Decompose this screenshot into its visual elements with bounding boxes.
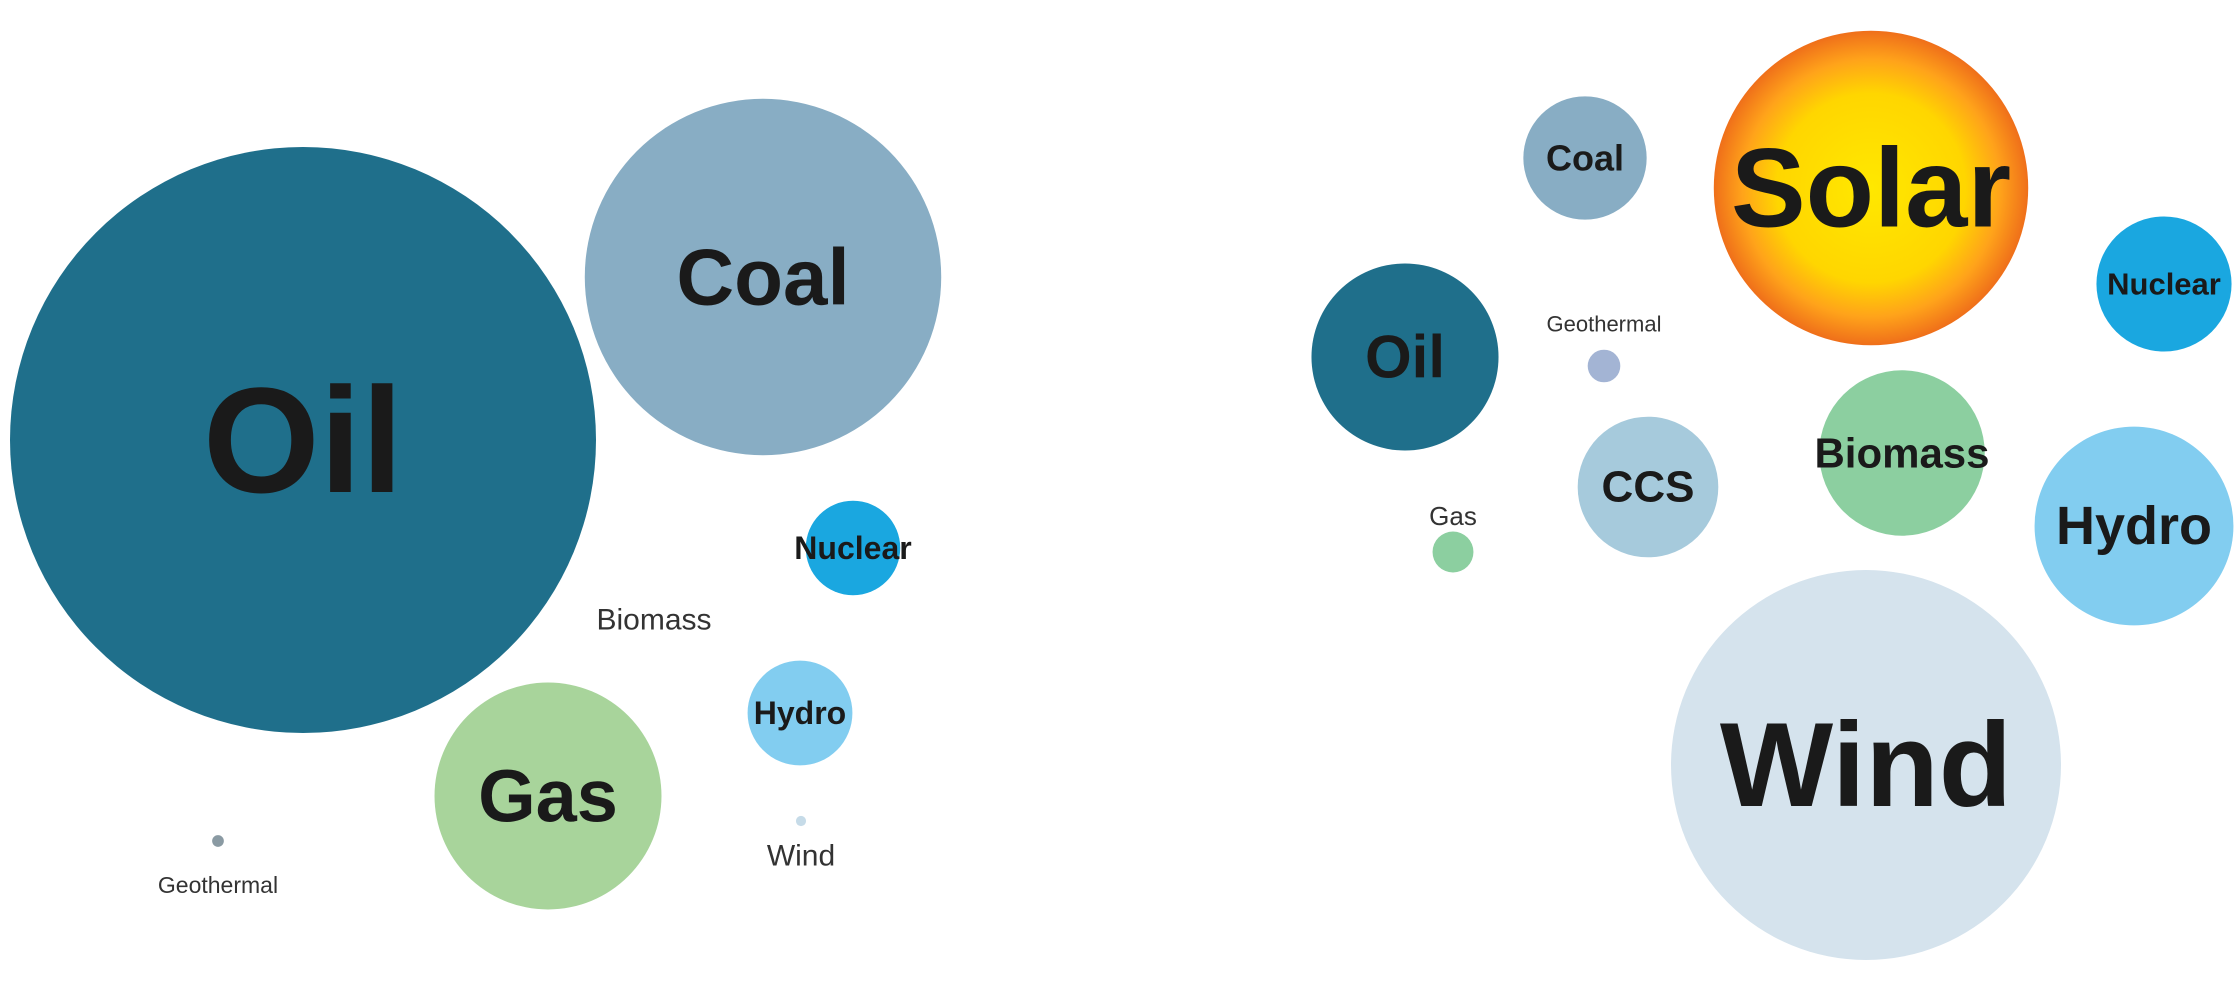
left-geothermal-label: Geothermal [158, 872, 278, 898]
right-wind-label: Wind [1720, 698, 2012, 832]
left-gas-label: Gas [478, 755, 618, 838]
left-biomass-label: Biomass [596, 604, 711, 637]
chart-left: Oil Coal Gas Nuclear Hydro Biomass Geothermal W… [10, 98, 942, 910]
right-hydro-label: Hydro [2056, 496, 2212, 556]
right-geothermal-bubble [1587, 349, 1621, 383]
left-nuclear-bubble [805, 500, 901, 596]
right-hydro-bubble [2034, 426, 2234, 626]
left-gas-bubble [434, 682, 662, 910]
left-wind-bubble [795, 815, 807, 827]
left-coal-label: Coal [676, 233, 849, 322]
right-oil-label: Oil [1365, 324, 1445, 391]
left-oil-label: Oil [203, 356, 403, 524]
left-geothermal-bubble [212, 835, 224, 847]
right-gas-label: Gas [1429, 501, 1477, 531]
left-oil-bubble [10, 147, 596, 733]
right-ccs-bubble [1577, 416, 1719, 558]
right-biomass-label: Biomass [1814, 430, 1989, 477]
right-solar-label: Solar [1731, 126, 2011, 251]
left-coal-bubble [584, 98, 942, 456]
right-nuclear-bubble [2096, 216, 2232, 352]
right-wind-bubble [1671, 570, 2061, 960]
left-wind-label: Wind [767, 840, 835, 873]
left-nuclear-label: Nuclear [794, 530, 911, 566]
right-solar-bubble [1713, 30, 2029, 346]
right-gas-bubble [1432, 531, 1474, 573]
left-hydro-bubble [747, 660, 853, 766]
right-ccs-label: CCS [1602, 463, 1695, 512]
right-coal-bubble [1523, 96, 1647, 220]
right-oil-bubble [1311, 263, 1499, 451]
right-geothermal-label: Geothermal [1547, 312, 1662, 337]
right-coal-label: Coal [1546, 138, 1624, 179]
right-nuclear-label: Nuclear [2107, 267, 2221, 302]
left-hydro-label: Hydro [754, 695, 846, 731]
chart-right: Wind Solar Biomass Hydro Oil CCS Nuclear Coal Ga… [1311, 30, 2234, 960]
right-biomass-bubble [1819, 370, 1985, 536]
